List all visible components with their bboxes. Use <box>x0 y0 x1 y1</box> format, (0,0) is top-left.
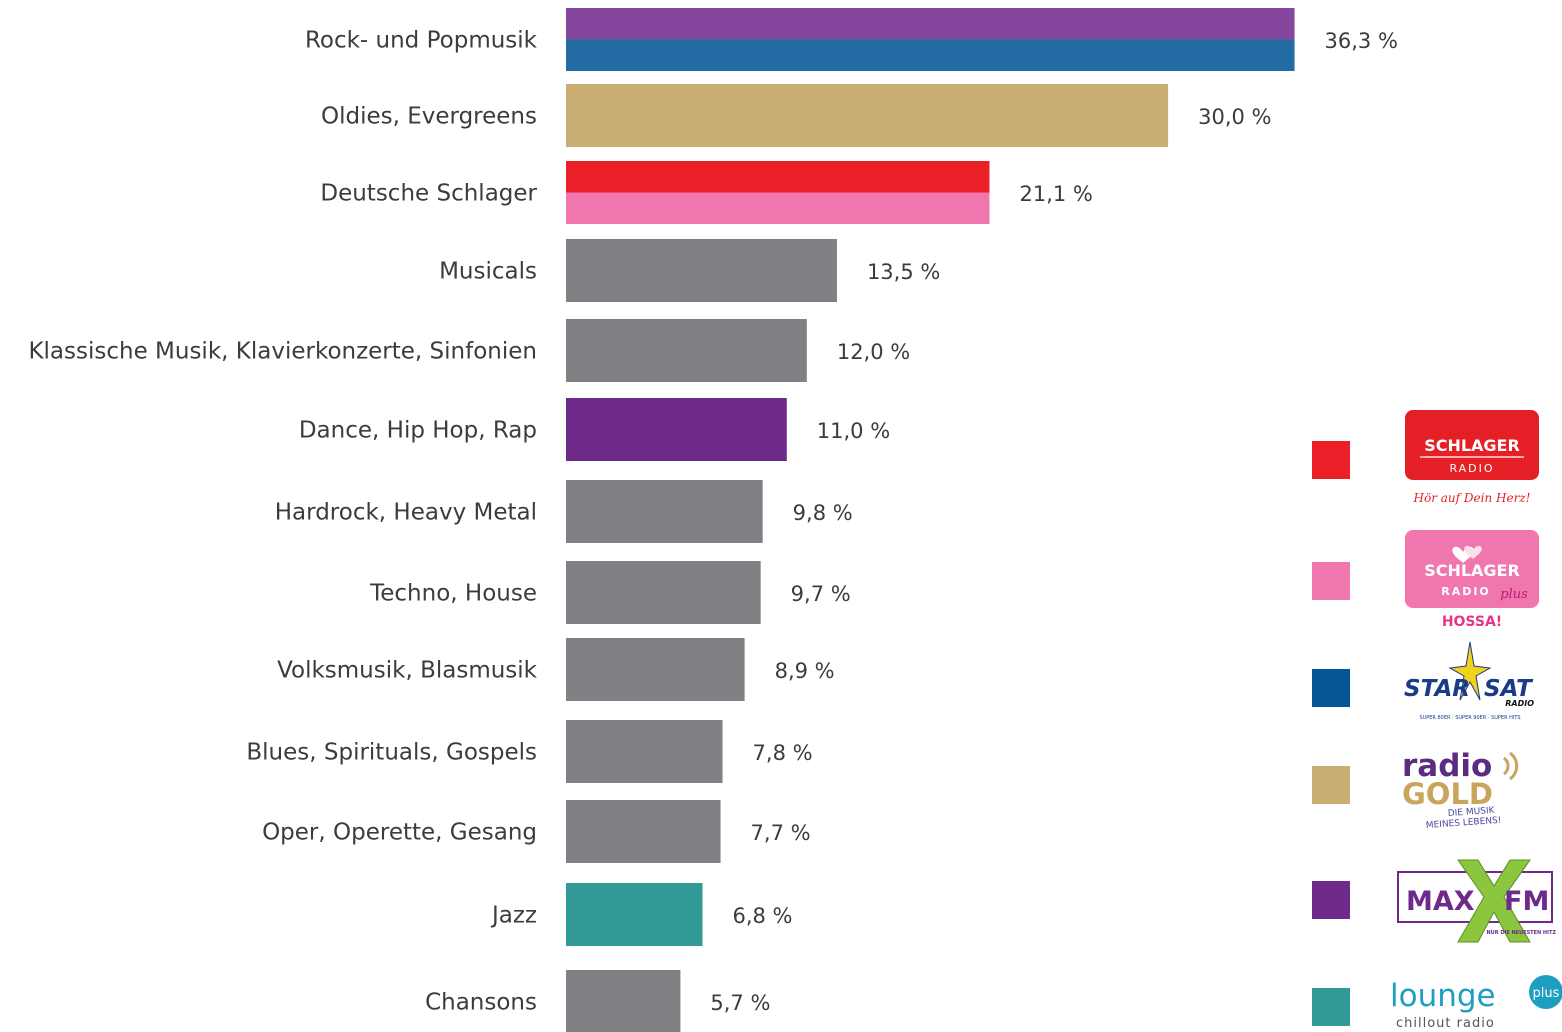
radio-gold-logo: radio GOLD DIE MUSIK MEINES LEBENS! <box>1392 744 1538 836</box>
bar-volksmusik-blasmusik <box>566 638 745 701</box>
value-label-techno-house: 9,7 % <box>791 582 851 606</box>
legend-swatch-radio-gold <box>1312 766 1350 804</box>
value-label-deutsche-schlager: 21,1 % <box>1019 182 1092 206</box>
value-label-rock-und-popmusik: 36,3 % <box>1325 29 1398 53</box>
legend-swatch-max-fm <box>1312 881 1350 919</box>
category-label-rock-und-popmusik: Rock- und Popmusik <box>305 28 538 54</box>
svg-text:SCHLAGER: SCHLAGER <box>1424 561 1520 580</box>
bar-oper-operette-gesang <box>566 800 721 863</box>
svg-text:RADIO: RADIO <box>1505 699 1534 708</box>
bar-rock-und-popmusik-part-1 <box>566 8 1295 40</box>
svg-text:plus: plus <box>1500 587 1528 602</box>
value-label-oldies-evergreens: 30,0 % <box>1198 105 1271 129</box>
category-label-volksmusik-blasmusik: Volksmusik, Blasmusik <box>277 658 538 684</box>
category-label-oper-operette-gesang: Oper, Operette, Gesang <box>262 820 537 846</box>
legend <box>1312 441 1350 1026</box>
svg-text:SAT: SAT <box>1484 676 1534 702</box>
category-label-hardrock-heavy-metal: Hardrock, Heavy Metal <box>275 500 537 526</box>
legend-swatch-lounge-plus <box>1312 988 1350 1026</box>
legend-swatch-star-sat-radio <box>1312 669 1350 707</box>
svg-text:Hör auf Dein Herz!: Hör auf Dein Herz! <box>1413 491 1531 505</box>
category-label-jazz: Jazz <box>490 903 537 929</box>
value-label-klassische-musik-klavierkonzerte-sinfonien: 12,0 % <box>837 340 910 364</box>
bar-blues-spirituals-gospels <box>566 720 723 783</box>
star-sat-radio-logo: STAR SAT RADIO SUPER 80ER · SUPER 90ER ·… <box>1398 640 1542 724</box>
bar-hardrock-heavy-metal <box>566 480 763 543</box>
category-label-deutsche-schlager: Deutsche Schlager <box>320 181 537 207</box>
svg-text:FM: FM <box>1504 886 1549 917</box>
bar-rock-und-popmusik-part-2 <box>566 39 1295 71</box>
category-label-techno-house: Techno, House <box>369 581 537 607</box>
svg-text:NUR DIE NEUESTEN HITZ: NUR DIE NEUESTEN HITZ <box>1486 930 1556 936</box>
bar-musicals <box>566 239 837 302</box>
value-label-oper-operette-gesang: 7,7 % <box>751 821 811 845</box>
schlager-radio-logo: SCHLAGER RADIO Hör auf Dein Herz! <box>1402 410 1542 508</box>
bar-deutsche-schlager-part-2 <box>566 192 990 224</box>
bar-techno-house <box>566 561 761 624</box>
value-label-blues-spirituals-gospels: 7,8 % <box>753 741 813 765</box>
value-label-chansons: 5,7 % <box>710 991 770 1015</box>
lounge-plus-logo: lounge plus chillout radio <box>1388 970 1562 1032</box>
svg-text:radio: radio <box>1402 748 1492 784</box>
category-label-dance-hip-hop-rap: Dance, Hip Hop, Rap <box>299 418 537 444</box>
category-label-chansons: Chansons <box>425 990 537 1016</box>
svg-text:RADIO: RADIO <box>1449 462 1494 475</box>
legend-swatch-schlager-radio <box>1312 441 1350 479</box>
value-label-dance-hip-hop-rap: 11,0 % <box>817 419 890 443</box>
svg-text:MAX: MAX <box>1406 886 1475 917</box>
bar-jazz <box>566 883 703 946</box>
max-fm-logo: MAX FM NUR DIE NEUESTEN HITZ <box>1396 856 1562 950</box>
value-label-jazz: 6,8 % <box>732 904 792 928</box>
value-label-musicals: 13,5 % <box>867 260 940 284</box>
svg-text:DIE MUSIK: DIE MUSIK <box>1448 806 1496 819</box>
category-label-musicals: Musicals <box>439 259 537 285</box>
svg-text:plus: plus <box>1533 986 1560 1001</box>
svg-text:lounge: lounge <box>1390 978 1496 1014</box>
category-label-klassische-musik-klavierkonzerte-sinfonien: Klassische Musik, Klavierkonzerte, Sinfo… <box>28 339 537 365</box>
bar-dance-hip-hop-rap <box>566 398 787 461</box>
svg-text:SUPER 80ER · SUPER 90ER · SUPE: SUPER 80ER · SUPER 90ER · SUPER HITS <box>1419 715 1520 721</box>
schlager-radio-plus-logo: SCHLAGER RADIO plus HOSSA! <box>1402 530 1542 630</box>
svg-text:MEINES LEBENS!: MEINES LEBENS! <box>1426 816 1502 831</box>
labels-layer: Rock- und Popmusik 36,3 % Oldies, Evergree… <box>28 28 1397 1016</box>
legend-swatch-schlager-radio-plus <box>1312 562 1350 600</box>
svg-text:RADIO: RADIO <box>1441 585 1491 598</box>
svg-text:HOSSA!: HOSSA! <box>1442 614 1502 630</box>
bar-klassische-musik-klavierkonzerte-sinfonien <box>566 319 807 382</box>
bar-chansons <box>566 970 681 1032</box>
category-label-oldies-evergreens: Oldies, Evergreens <box>321 104 537 130</box>
svg-text:chillout radio: chillout radio <box>1396 1016 1495 1031</box>
bar-deutsche-schlager-part-1 <box>566 161 990 193</box>
value-label-volksmusik-blasmusik: 8,9 % <box>775 659 835 683</box>
svg-text:SCHLAGER: SCHLAGER <box>1424 436 1520 455</box>
bar-oldies-evergreens <box>566 84 1169 147</box>
bars-layer <box>566 8 1295 1032</box>
svg-text:STAR: STAR <box>1404 676 1470 702</box>
svg-text:GOLD: GOLD <box>1402 777 1493 811</box>
value-label-hardrock-heavy-metal: 9,8 % <box>793 501 853 525</box>
category-label-blues-spirituals-gospels: Blues, Spirituals, Gospels <box>246 740 537 766</box>
